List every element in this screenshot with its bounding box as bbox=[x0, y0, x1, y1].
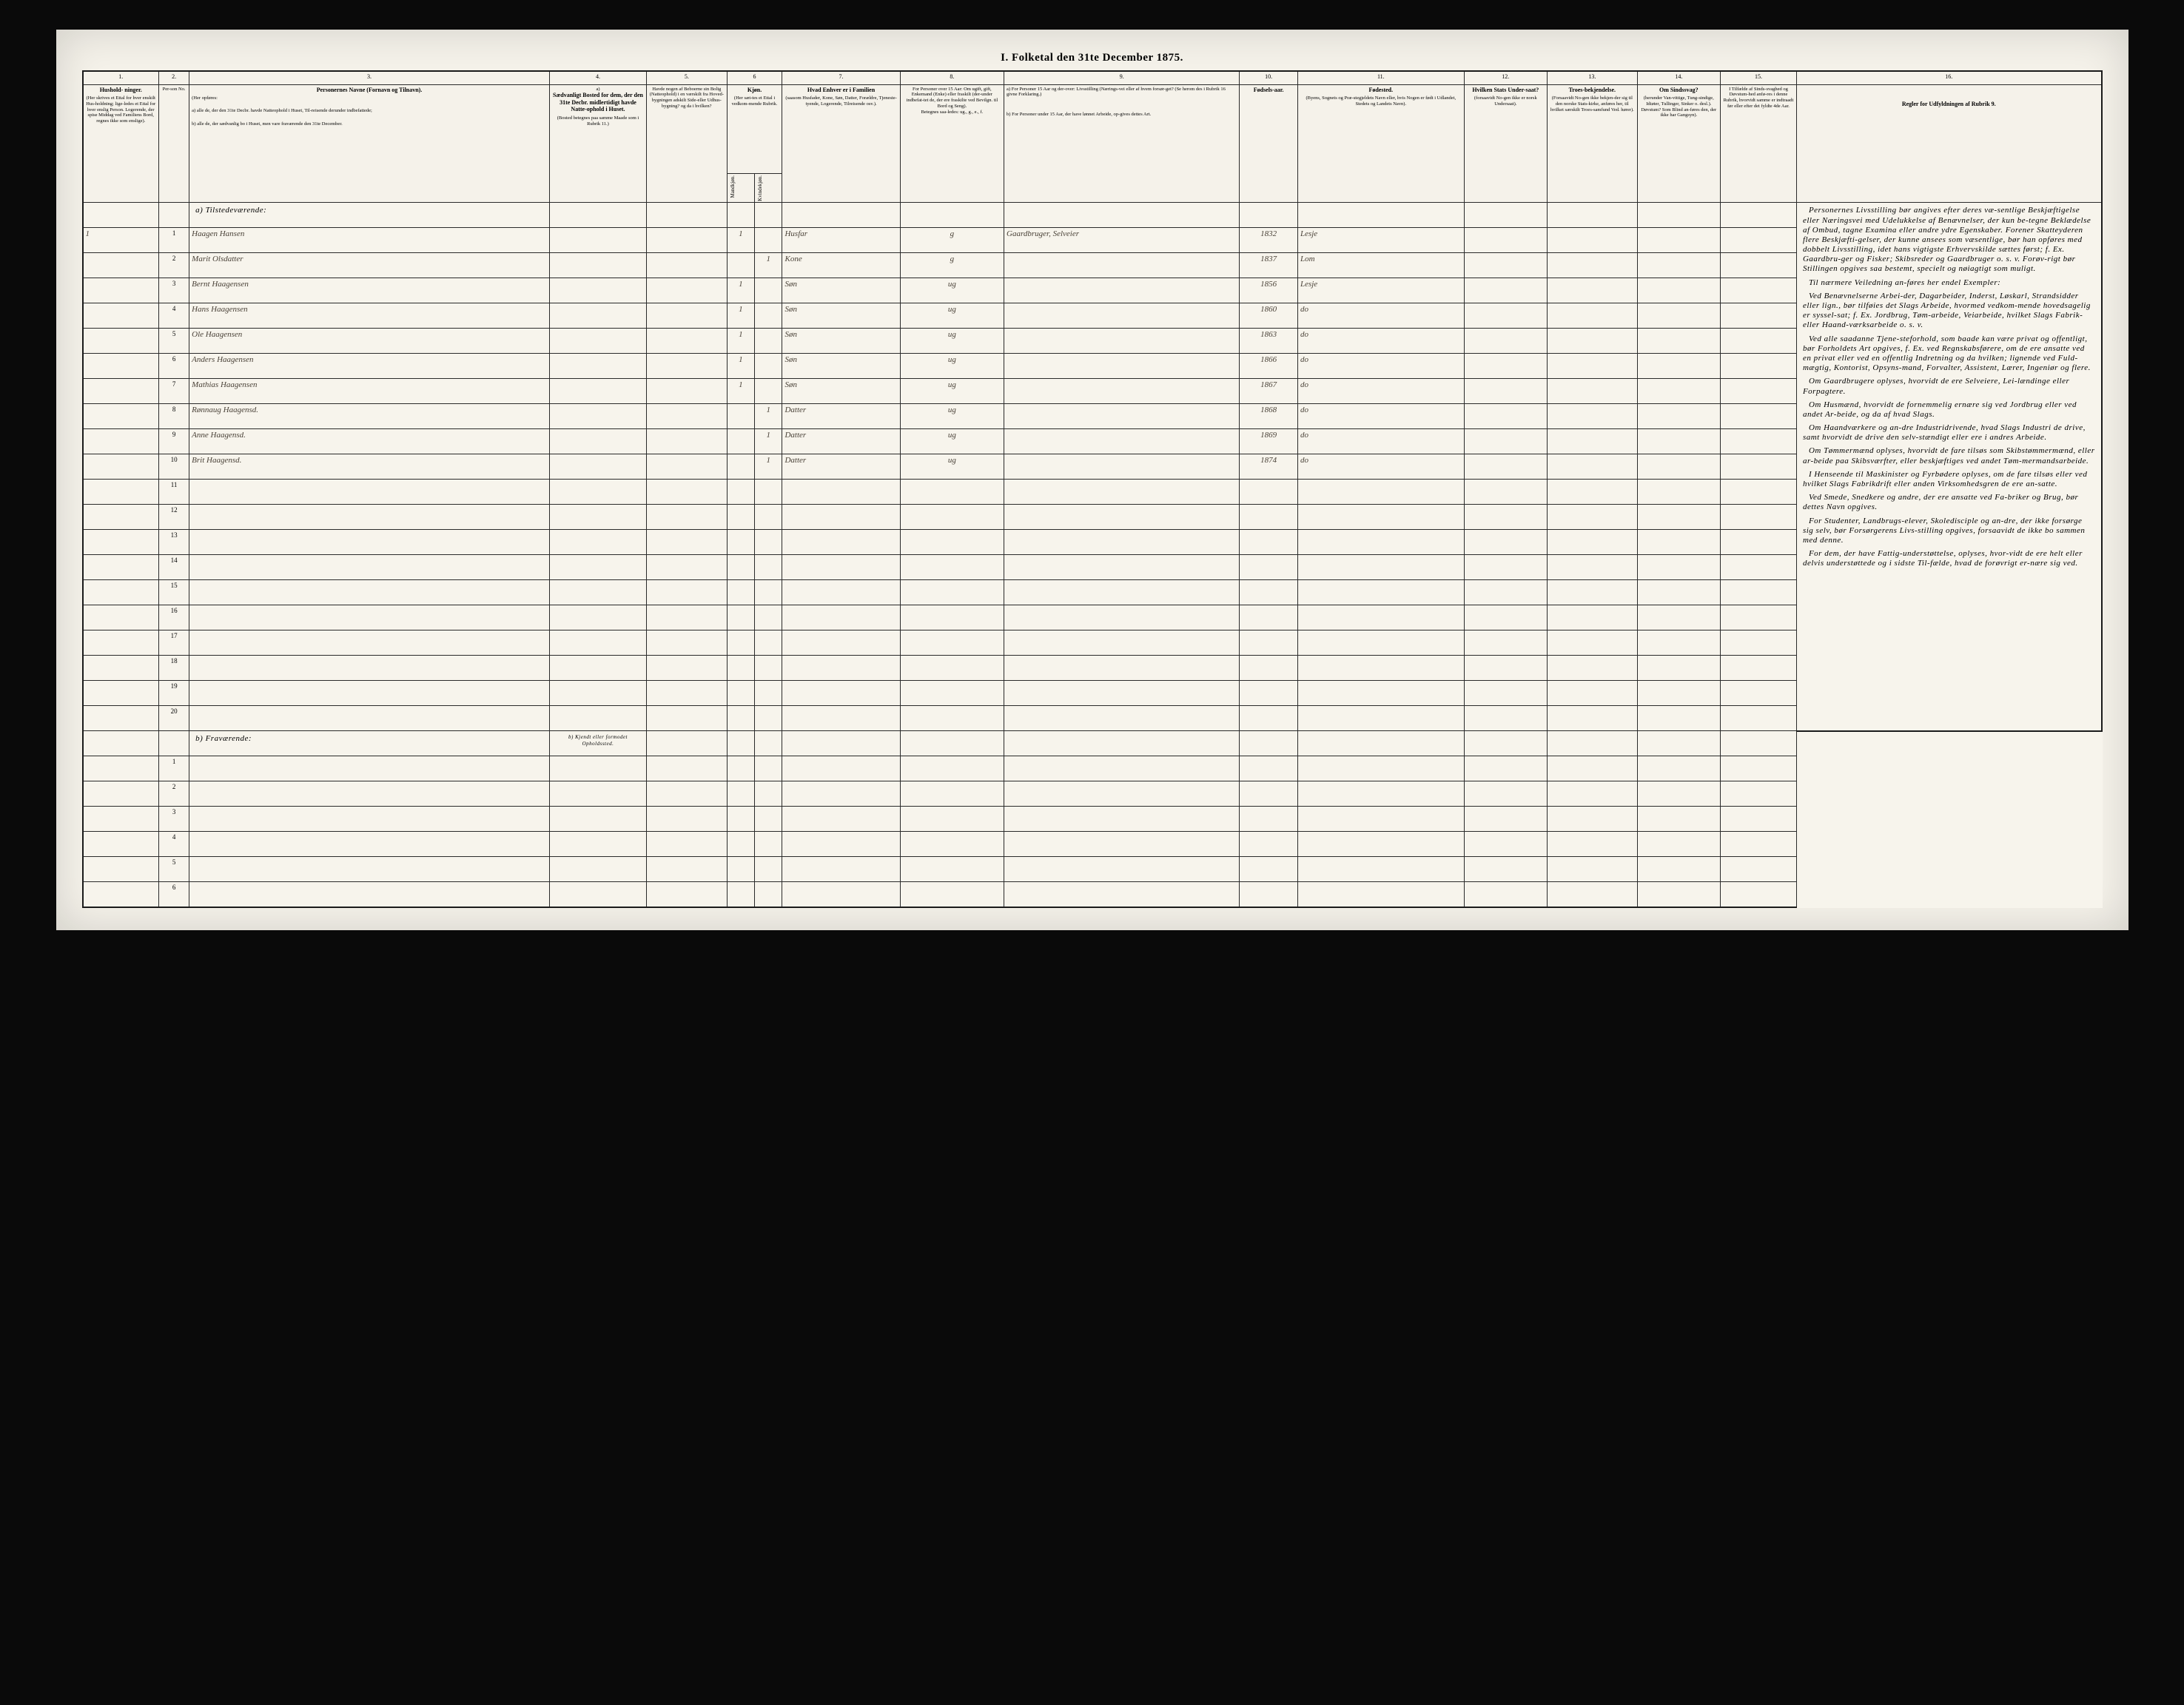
person-name bbox=[189, 555, 550, 580]
colhead-4: a) Sædvanligt Bosted for dem, der den 31… bbox=[549, 84, 646, 203]
person-name: Rønnaug Haagensd. bbox=[189, 404, 550, 429]
person-name bbox=[189, 530, 550, 555]
table-row: 3 bbox=[83, 807, 2102, 832]
colnum-1: 1. bbox=[83, 71, 159, 84]
table-row: 6 bbox=[83, 882, 2102, 907]
colnum-8: 8. bbox=[900, 71, 1004, 84]
person-name: Bernt Haagensen bbox=[189, 278, 550, 303]
colhead-8: For Personer over 15 Aar: Om ugift, gift… bbox=[900, 84, 1004, 203]
person-name: Mathias Haagensen bbox=[189, 379, 550, 404]
row-number: 2 bbox=[158, 781, 189, 807]
colhead-1: Hushold- ninger. (Her skrives et Ettal f… bbox=[83, 84, 159, 203]
census-form-scan: I. Folketal den 31te December 1875. 1. 2… bbox=[56, 30, 2128, 930]
colnum-14: 14. bbox=[1637, 71, 1720, 84]
person-name bbox=[189, 706, 550, 731]
table-row: 2 bbox=[83, 781, 2102, 807]
section-b-label-row: b) Fraværende:b) Kjendt eller formodet O… bbox=[83, 731, 2102, 756]
row-number: 2 bbox=[158, 253, 189, 278]
row-number: 18 bbox=[158, 656, 189, 681]
colhead-9: a) For Personer 15 Aar og der-over: Livs… bbox=[1004, 84, 1240, 203]
colhead-7: Hvad Enhver er i Familien (saasom Husfad… bbox=[782, 84, 900, 203]
person-name bbox=[189, 580, 550, 605]
colhead-10: Fødsels-aar. bbox=[1240, 84, 1298, 203]
row-number: 20 bbox=[158, 706, 189, 731]
row-number: 4 bbox=[158, 303, 189, 329]
colnum-12: 12. bbox=[1464, 71, 1547, 84]
row-number: 3 bbox=[158, 807, 189, 832]
row-number: 1 bbox=[158, 228, 189, 253]
subhead-6b: Kvindekjøn. bbox=[755, 173, 782, 203]
row-number: 11 bbox=[158, 480, 189, 505]
person-name bbox=[189, 681, 550, 706]
row-number: 13 bbox=[158, 530, 189, 555]
row-number: 5 bbox=[158, 329, 189, 354]
colnum-5: 5. bbox=[647, 71, 728, 84]
absent-persons-body: b) Fraværende:b) Kjendt eller formodet O… bbox=[83, 731, 2102, 907]
row-number: 19 bbox=[158, 681, 189, 706]
colhead-3: Personernes Navne (Fornavn og Tilnavn). … bbox=[189, 84, 550, 203]
person-name: Ole Haagensen bbox=[189, 329, 550, 354]
colhead-13: Troes-bekjendelse. (Forsaavidt No-gen ik… bbox=[1547, 84, 1637, 203]
section-b-col4-label: b) Kjendt eller formodet Opholdssted. bbox=[549, 731, 646, 756]
subhead-6a: Mandkjøn. bbox=[727, 173, 754, 203]
row-number: 15 bbox=[158, 580, 189, 605]
colnum-10: 10. bbox=[1240, 71, 1298, 84]
row-number: 6 bbox=[158, 354, 189, 379]
row-number: 5 bbox=[158, 857, 189, 882]
colhead-6: Kjøn. (Her sæt-tes et Ettal i vedkom-men… bbox=[727, 84, 782, 173]
page-title: I. Folketal den 31te December 1875. bbox=[82, 52, 2103, 64]
colhead-16: Regler for Udfyldningen af Rubrik 9. bbox=[1796, 84, 2101, 203]
person-name bbox=[189, 480, 550, 505]
person-name: Haagen Hansen bbox=[189, 228, 550, 253]
table-row: 1 bbox=[83, 756, 2102, 781]
person-name bbox=[189, 505, 550, 530]
section-b-label: b) Fraværende: bbox=[189, 731, 550, 756]
row-number: 8 bbox=[158, 404, 189, 429]
row-number: 17 bbox=[158, 630, 189, 656]
colhead-2: Per-son No. bbox=[158, 84, 189, 203]
present-persons-body: a) Tilstedeværende: Personernes Livsstill… bbox=[83, 203, 2102, 731]
colnum-9: 9. bbox=[1004, 71, 1240, 84]
row-number: 4 bbox=[158, 832, 189, 857]
person-name bbox=[189, 605, 550, 630]
colhead-11: Fødested. (Byens, Sognets og Præ-stegjel… bbox=[1297, 84, 1464, 203]
row-number: 6 bbox=[158, 882, 189, 907]
person-name: Brit Haagensd. bbox=[189, 454, 550, 480]
person-name bbox=[189, 656, 550, 681]
colnum-15: 15. bbox=[1720, 71, 1796, 84]
row-number: 7 bbox=[158, 379, 189, 404]
colnum-6: 6 bbox=[727, 71, 782, 84]
section-a-label: a) Tilstedeværende: bbox=[189, 203, 550, 228]
colnum-2: 2. bbox=[158, 71, 189, 84]
colnum-3: 3. bbox=[189, 71, 550, 84]
row-number: 9 bbox=[158, 429, 189, 454]
colnum-11: 11. bbox=[1297, 71, 1464, 84]
table-row: 5 bbox=[83, 857, 2102, 882]
row-number: 1 bbox=[158, 756, 189, 781]
row-number: 3 bbox=[158, 278, 189, 303]
section-a-label-row: a) Tilstedeværende:Personernes Livsstill… bbox=[83, 203, 2102, 228]
row-number: 14 bbox=[158, 555, 189, 580]
colnum-16: 16. bbox=[1796, 71, 2101, 84]
row-number: 16 bbox=[158, 605, 189, 630]
rubrik-9-instructions: Personernes Livsstilling bør angives eft… bbox=[1796, 203, 2101, 731]
ledger-header: 1. 2. 3. 4. 5. 6 7. 8. 9. 10. 11. 12. 13… bbox=[83, 71, 2102, 203]
person-name: Marit Olsdatter bbox=[189, 253, 550, 278]
colhead-14: Om Sindssvag? (herunder Van-vittige, Tun… bbox=[1637, 84, 1720, 203]
row-number: 12 bbox=[158, 505, 189, 530]
row-number: 10 bbox=[158, 454, 189, 480]
table-row: 4 bbox=[83, 832, 2102, 857]
colnum-4: 4. bbox=[549, 71, 646, 84]
colhead-12: Hvilken Stats Under-saat? (forsaavidt No… bbox=[1464, 84, 1547, 203]
colnum-7: 7. bbox=[782, 71, 900, 84]
colnum-13: 13. bbox=[1547, 71, 1637, 84]
person-name: Hans Haagensen bbox=[189, 303, 550, 329]
colhead-5: Havde nogen af Beboerne sin Bolig (Natte… bbox=[647, 84, 728, 203]
person-name: Anne Haagensd. bbox=[189, 429, 550, 454]
person-name: Anders Haagensen bbox=[189, 354, 550, 379]
person-name bbox=[189, 630, 550, 656]
colhead-15: I Tilfælde af Sinds-svaghed og Døvstum-h… bbox=[1720, 84, 1796, 203]
census-ledger-table: 1. 2. 3. 4. 5. 6 7. 8. 9. 10. 11. 12. 13… bbox=[82, 70, 2103, 908]
